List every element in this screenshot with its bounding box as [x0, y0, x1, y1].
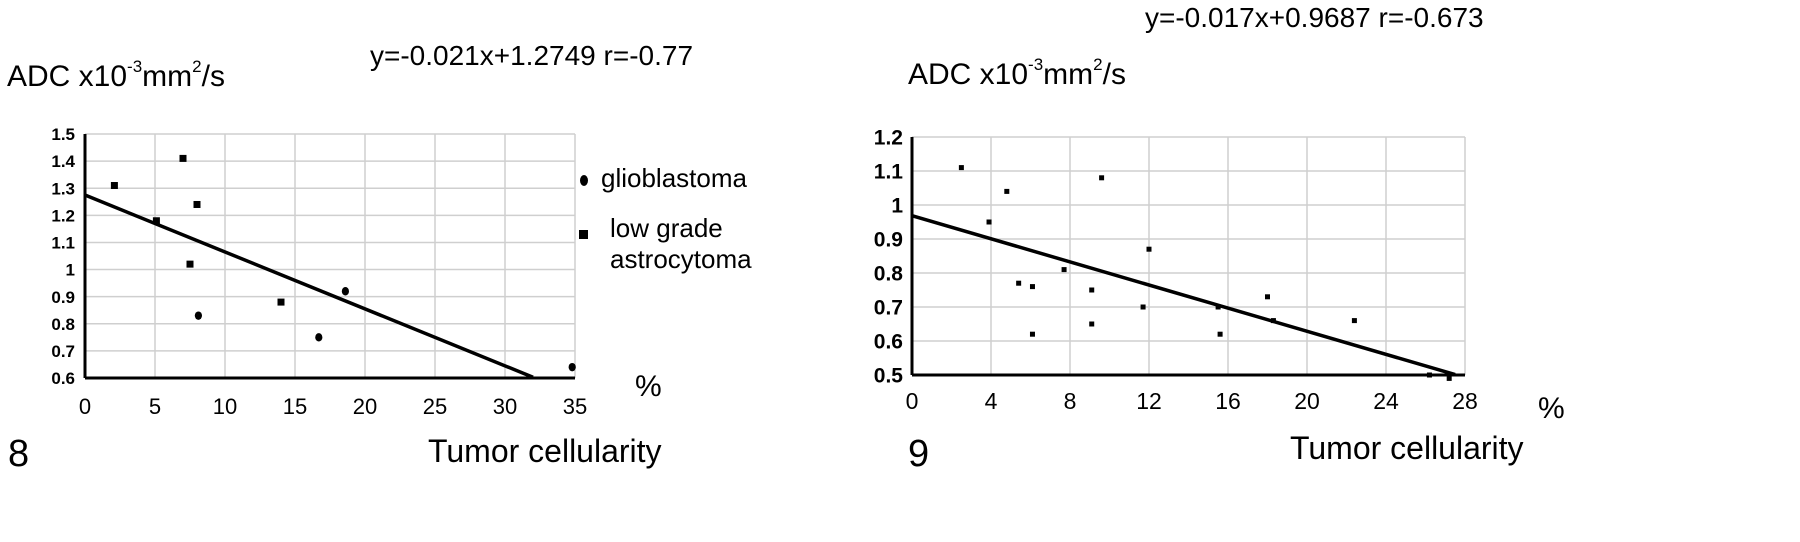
data-point: [1099, 175, 1105, 181]
y-tick-label: 1.2: [874, 127, 903, 150]
x-tick-label: 35: [563, 394, 587, 419]
y-tick-label: 0.6: [874, 331, 903, 354]
series-low-grade-astrocytoma: [110, 154, 285, 306]
x-tick-label: 15: [283, 394, 307, 419]
data-point: [1061, 267, 1067, 273]
legend-circle-icon: [580, 175, 588, 186]
series-0: [958, 165, 1452, 381]
data-point: [1089, 321, 1095, 327]
y-tick-label: 1: [891, 195, 903, 218]
y-tick-label: 0.5: [874, 365, 904, 388]
grid: [84, 133, 576, 379]
y-tick-label: 0.9: [51, 288, 75, 307]
data-point: [958, 165, 964, 171]
x-tick-label: 5: [149, 394, 161, 419]
figure-9-panel: ADC x10-3mm2/s y=-0.017x+0.9687 r=-0.673…: [874, 0, 1800, 542]
y-tick-label: 0.7: [874, 297, 903, 320]
x-tick-label: 0: [906, 388, 919, 414]
y-axis-label: ADC x10-3mm2/s: [7, 57, 225, 93]
y-tick-labels: 0.5 0.6 0.7 0.8 0.9 1 1.1 1.2: [874, 127, 904, 388]
x-tick-label: 10: [213, 394, 237, 419]
data-point: [1029, 331, 1035, 337]
scatter-plot-8: 0.6 0.7 0.8 0.9 1 1.1 1.2 1.3 1.4 1.5 0 5 10 15 20 25 30…: [51, 125, 587, 419]
x-tick-label: 24: [1373, 388, 1399, 414]
data-point: [341, 287, 349, 296]
y-tick-label: 0.6: [51, 369, 75, 388]
data-point: [1089, 287, 1095, 293]
x-axis-unit: %: [1538, 392, 1565, 425]
x-tick-label: 0: [79, 394, 91, 419]
regression-equation: y=-0.021x+1.2749 r=-0.77: [370, 40, 694, 71]
y-tick-label: 1.5: [51, 125, 75, 144]
x-tick-label: 20: [1294, 388, 1320, 414]
data-point: [152, 217, 160, 225]
y-tick-label: 1.1: [51, 234, 75, 253]
y-tick-label: 0.7: [51, 342, 75, 361]
y-tick-label: 0.8: [51, 315, 75, 334]
figure-8-panel: ADC x10-3mm2/s y=-0.021x+1.2749 r=-0.77 …: [7, 40, 752, 475]
data-point: [1265, 294, 1270, 300]
regression-line: [84, 193, 534, 379]
x-tick-label: 8: [1064, 388, 1077, 414]
data-point: [1351, 318, 1357, 324]
data-point: [110, 182, 118, 190]
y-tick-label: 0.8: [874, 263, 904, 286]
x-tick-label: 30: [493, 394, 517, 419]
x-tick-labels: 0 5 10 15 20 25 30 35: [79, 394, 587, 419]
grid: [911, 136, 1466, 376]
data-point: [277, 298, 285, 306]
legend-label-glioblastoma: glioblastoma: [601, 163, 747, 193]
data-point: [315, 333, 323, 342]
x-tick-label: 16: [1215, 388, 1241, 414]
y-tick-label: 1.1: [874, 161, 904, 184]
data-point: [1004, 188, 1010, 194]
data-point: [1016, 280, 1022, 286]
data-point: [193, 200, 201, 208]
data-point: [1140, 304, 1146, 310]
x-tick-labels: 0 4 8 12 16 20 24 28: [906, 388, 1478, 414]
figure-number: 9: [908, 433, 930, 475]
x-tick-label: 20: [353, 394, 377, 419]
series-glioblastoma: [194, 287, 576, 372]
data-point: [1446, 375, 1452, 381]
y-tick-labels: 0.6 0.7 0.8 0.9 1 1.1 1.2 1.3 1.4 1.5: [51, 125, 75, 388]
x-tick-label: 25: [423, 394, 447, 419]
y-tick-label: 1.4: [51, 152, 75, 171]
data-point: [1426, 372, 1432, 378]
legend-square-icon: [579, 230, 588, 239]
y-axis-label: ADC x10-3mm2/s: [908, 55, 1126, 91]
y-tick-label: 1.3: [51, 179, 75, 198]
data-point: [194, 311, 202, 320]
x-tick-label: 28: [1452, 388, 1478, 414]
data-point: [1270, 318, 1276, 324]
y-tick-label: 1.2: [51, 206, 75, 225]
x-axis-label: Tumor cellularity: [1290, 430, 1524, 466]
data-point: [986, 219, 992, 225]
data-point: [186, 260, 194, 268]
data-point: [1217, 331, 1223, 337]
x-axis-unit: %: [635, 370, 662, 403]
regression-line: [911, 213, 1456, 377]
data-point: [1029, 284, 1035, 290]
x-tick-label: 12: [1136, 388, 1162, 414]
x-axis-label: Tumor cellularity: [428, 433, 662, 469]
x-tick-label: 4: [985, 388, 998, 414]
y-tick-label: 1: [66, 261, 75, 280]
data-point: [1215, 304, 1221, 310]
figure-number: 8: [8, 433, 30, 475]
data-point: [568, 362, 576, 372]
y-tick-label: 0.9: [874, 229, 903, 252]
data-point: [179, 154, 187, 162]
regression-equation: y=-0.017x+0.9687 r=-0.673: [1145, 2, 1484, 33]
scatter-plot-9: 0.5 0.6 0.7 0.8 0.9 1 1.1 1.2 0 4 8 12 16 20 24 28: [874, 127, 1478, 414]
legend-label-low-grade-astrocytoma: low grade astrocytoma: [610, 213, 752, 274]
data-point: [1146, 246, 1152, 252]
